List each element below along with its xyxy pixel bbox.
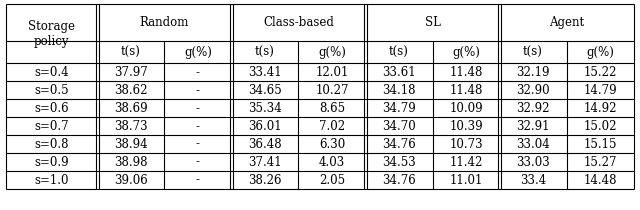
Text: 38.62: 38.62 — [114, 84, 148, 97]
Text: 37.97: 37.97 — [114, 66, 148, 79]
Text: 32.91: 32.91 — [516, 120, 550, 133]
Text: 11.42: 11.42 — [449, 156, 483, 169]
Text: s=1.0: s=1.0 — [35, 173, 69, 186]
Text: 15.15: 15.15 — [583, 138, 617, 151]
Text: g(%): g(%) — [452, 46, 480, 59]
Text: -: - — [196, 84, 200, 97]
Text: Agent: Agent — [549, 16, 584, 29]
Text: 38.73: 38.73 — [114, 120, 148, 133]
Text: 36.48: 36.48 — [248, 138, 282, 151]
Text: Storage
policy: Storage policy — [28, 20, 76, 48]
Text: 10.27: 10.27 — [316, 84, 349, 97]
Text: 38.26: 38.26 — [248, 173, 282, 186]
Text: g(%): g(%) — [184, 46, 212, 59]
Text: 32.92: 32.92 — [516, 102, 550, 115]
Text: 10.39: 10.39 — [449, 120, 483, 133]
Text: 38.98: 38.98 — [114, 156, 148, 169]
Text: 35.34: 35.34 — [248, 102, 282, 115]
Text: 15.02: 15.02 — [583, 120, 617, 133]
Text: 38.69: 38.69 — [114, 102, 148, 115]
Text: 34.76: 34.76 — [382, 138, 416, 151]
Text: 34.70: 34.70 — [382, 120, 416, 133]
Text: 34.53: 34.53 — [382, 156, 416, 169]
Text: 37.41: 37.41 — [248, 156, 282, 169]
Text: -: - — [196, 102, 200, 115]
Text: s=0.7: s=0.7 — [35, 120, 69, 133]
Text: Random: Random — [140, 16, 189, 29]
Text: 32.19: 32.19 — [516, 66, 550, 79]
Text: 14.48: 14.48 — [583, 173, 617, 186]
Text: -: - — [196, 156, 200, 169]
Text: 33.03: 33.03 — [516, 156, 550, 169]
Text: -: - — [196, 138, 200, 151]
Text: Class-based: Class-based — [263, 16, 334, 29]
Text: 34.76: 34.76 — [382, 173, 416, 186]
Text: 11.01: 11.01 — [449, 173, 483, 186]
Text: 34.65: 34.65 — [248, 84, 282, 97]
Text: 6.30: 6.30 — [319, 138, 345, 151]
Text: 2.05: 2.05 — [319, 173, 345, 186]
Text: s=0.8: s=0.8 — [35, 138, 69, 151]
Text: 4.03: 4.03 — [319, 156, 345, 169]
Text: 39.06: 39.06 — [114, 173, 148, 186]
Text: 33.4: 33.4 — [520, 173, 546, 186]
Text: 10.09: 10.09 — [449, 102, 483, 115]
Text: 14.79: 14.79 — [583, 84, 617, 97]
Text: 36.01: 36.01 — [248, 120, 282, 133]
Text: s=0.9: s=0.9 — [35, 156, 69, 169]
Text: t(s): t(s) — [523, 46, 543, 59]
Text: 15.27: 15.27 — [583, 156, 617, 169]
Text: -: - — [196, 66, 200, 79]
Text: SL: SL — [424, 16, 440, 29]
Text: 12.01: 12.01 — [316, 66, 349, 79]
Text: s=0.5: s=0.5 — [35, 84, 69, 97]
Text: 11.48: 11.48 — [449, 84, 483, 97]
Text: 11.48: 11.48 — [449, 66, 483, 79]
Text: 33.41: 33.41 — [248, 66, 282, 79]
Text: 32.90: 32.90 — [516, 84, 550, 97]
Text: s=0.6: s=0.6 — [35, 102, 69, 115]
Text: -: - — [196, 173, 200, 186]
Text: 34.18: 34.18 — [382, 84, 416, 97]
Text: 14.92: 14.92 — [583, 102, 617, 115]
Text: 33.04: 33.04 — [516, 138, 550, 151]
Text: 34.79: 34.79 — [382, 102, 416, 115]
Text: t(s): t(s) — [255, 46, 275, 59]
Text: g(%): g(%) — [586, 46, 614, 59]
Text: 7.02: 7.02 — [319, 120, 345, 133]
Text: 10.73: 10.73 — [449, 138, 483, 151]
Text: g(%): g(%) — [318, 46, 346, 59]
Text: 38.94: 38.94 — [114, 138, 148, 151]
Text: 8.65: 8.65 — [319, 102, 345, 115]
Text: 33.61: 33.61 — [382, 66, 416, 79]
Text: -: - — [196, 120, 200, 133]
Text: t(s): t(s) — [121, 46, 141, 59]
Text: t(s): t(s) — [389, 46, 409, 59]
Text: s=0.4: s=0.4 — [35, 66, 69, 79]
Text: 15.22: 15.22 — [584, 66, 617, 79]
